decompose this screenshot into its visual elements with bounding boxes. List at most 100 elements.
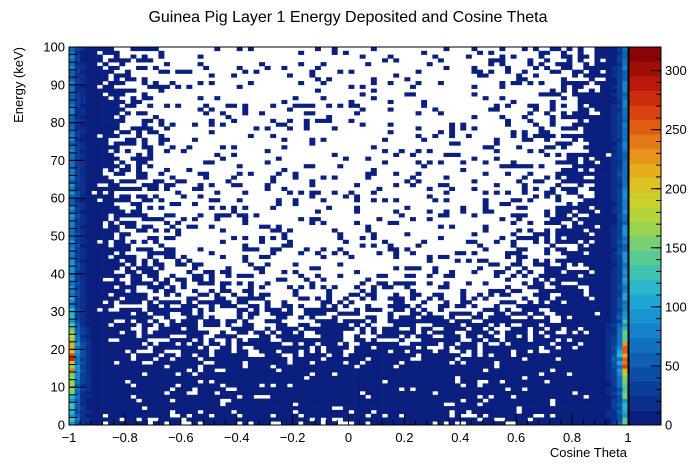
heatmap-bin [404,402,411,407]
heatmap-bin [326,421,333,426]
heatmap-bin [253,398,260,403]
heatmap-bin [527,307,534,312]
heatmap-bin [588,307,595,312]
heatmap-bin [560,421,567,426]
heatmap-bin [113,111,120,116]
heatmap-bin [493,262,500,267]
heatmap-bin [354,111,361,116]
heatmap-bin [572,406,579,411]
heatmap-bin [69,107,75,112]
heatmap-bin [421,413,428,418]
heatmap-bin [242,247,249,252]
heatmap-bin [387,247,394,252]
heatmap-bin [454,398,461,403]
heatmap-bin [225,213,232,218]
heatmap-bin [141,368,148,373]
heatmap-bin [566,254,573,260]
heatmap-bin [605,285,612,290]
heatmap-bin [544,409,551,415]
heatmap-bin [80,201,87,207]
heatmap-bin [342,368,349,373]
heatmap-bin [348,379,355,384]
heatmap-bin [197,383,204,388]
heatmap-bin [588,326,595,331]
heatmap-bin [409,353,416,358]
heatmap-bin [376,383,383,388]
heatmap-bin [443,413,450,418]
heatmap-bin [124,111,131,116]
heatmap-bin [320,353,327,358]
heatmap-bin [560,383,567,388]
heatmap-bin [124,421,131,426]
heatmap-bin [69,300,75,305]
heatmap-bin [236,375,243,380]
heatmap-bin [605,300,612,305]
heatmap-bin [493,349,500,354]
heatmap-bin [471,345,478,350]
heatmap-bin [275,171,282,176]
heatmap-bin [398,356,405,362]
heatmap-bin [398,349,405,354]
heatmap-bin [566,47,573,52]
heatmap-bin [331,326,338,331]
heatmap-bin [80,319,87,324]
heatmap-bin [91,118,98,123]
heatmap-bin [164,387,170,392]
heatmap-bin [91,156,98,161]
heatmap-bin [538,334,545,339]
heatmap-bin [219,390,226,396]
heatmap-bin [376,379,383,384]
heatmap-bin [136,126,143,131]
heatmap-bin [454,387,461,392]
heatmap-bin [426,406,433,411]
heatmap-bin [560,406,567,411]
heatmap-bin [320,394,327,399]
heatmap-bin [538,126,545,131]
heatmap-bin [566,54,573,59]
heatmap-bin [588,254,595,260]
heatmap-bin [616,50,623,55]
heatmap-bin [147,409,154,415]
heatmap-bin [404,247,411,252]
heatmap-bin [348,417,355,422]
heatmap-bin [130,239,137,244]
heatmap-bin [331,322,338,328]
heatmap-bin [259,111,265,116]
heatmap-bin [393,322,400,328]
heatmap-bin [549,220,556,226]
heatmap-bin [527,81,534,86]
heatmap-bin [225,322,232,328]
heatmap-bin [96,379,103,384]
heatmap-bin [449,341,456,346]
heatmap-bin [197,307,204,312]
heatmap-bin [186,330,193,335]
heatmap-bin [247,394,254,399]
heatmap-bin [303,277,310,282]
heatmap-bin [370,171,377,176]
heatmap-bin [119,213,126,218]
heatmap-bin [387,122,394,127]
heatmap-bin [108,145,115,150]
heatmap-bin [80,209,87,214]
heatmap-bin [521,304,528,309]
heatmap-bin [69,307,75,312]
heatmap-bin [527,421,534,426]
heatmap-bin [91,251,98,256]
heatmap-bin [136,383,143,388]
heatmap-bin [337,353,344,358]
heatmap-bin [354,349,361,354]
heatmap-bin [219,417,226,422]
heatmap-bin [577,383,584,388]
heatmap-bin [566,171,573,176]
heatmap-bin [253,307,260,312]
heatmap-bin [482,409,489,415]
heatmap-bin [309,315,316,320]
heatmap-bin [175,417,182,422]
heatmap-bin [69,194,75,199]
heatmap-bin [577,183,584,188]
heatmap-bin [365,372,372,377]
heatmap-bin [314,307,321,312]
heatmap-bin [270,409,277,415]
heatmap-bin [91,394,98,399]
heatmap-bin [175,409,182,415]
